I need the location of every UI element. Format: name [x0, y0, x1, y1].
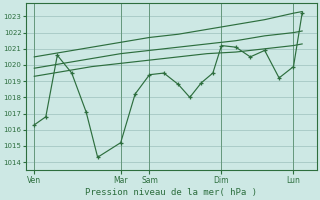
X-axis label: Pression niveau de la mer( hPa ): Pression niveau de la mer( hPa ) [85, 188, 257, 197]
